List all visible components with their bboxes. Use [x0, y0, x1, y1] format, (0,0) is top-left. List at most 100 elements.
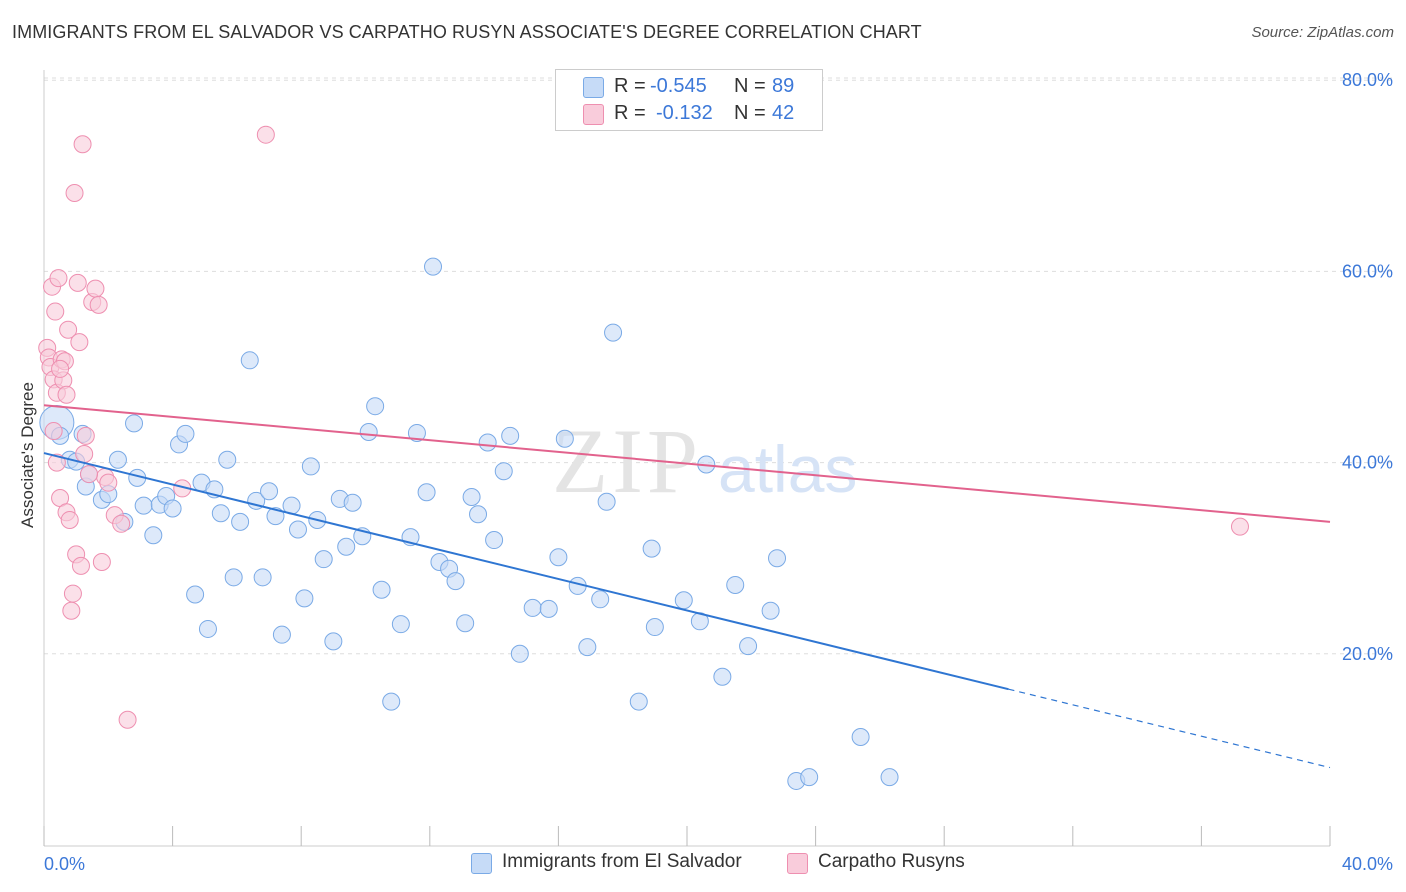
point-el-salvador	[800, 768, 819, 787]
data-points	[38, 125, 1249, 790]
point-carpatho-rusyns	[62, 601, 81, 620]
point-el-salvador	[446, 572, 465, 591]
point-el-salvador	[645, 618, 664, 637]
x-tick-label: 0.0%	[44, 854, 85, 874]
point-el-salvador	[324, 632, 343, 651]
point-el-salvador	[125, 414, 144, 433]
point-carpatho-rusyns	[51, 359, 70, 378]
chart-title: IMMIGRANTS FROM EL SALVADOR VS CARPATHO …	[12, 22, 922, 42]
legend-label: Carpatho Rusyns	[818, 851, 965, 872]
point-carpatho-rusyns	[60, 510, 79, 529]
point-carpatho-rusyns	[47, 453, 66, 472]
point-el-salvador	[880, 768, 899, 787]
point-el-salvador	[260, 482, 279, 501]
legend-r-value: -0.545	[650, 75, 707, 97]
point-carpatho-rusyns	[92, 553, 111, 572]
point-carpatho-rusyns	[112, 514, 131, 533]
legend-swatch-pink	[787, 853, 808, 874]
point-el-salvador	[359, 423, 378, 442]
point-el-salvador	[407, 423, 426, 442]
point-el-salvador	[485, 531, 504, 550]
point-el-salvador	[726, 575, 745, 594]
point-el-salvador	[382, 692, 401, 711]
point-carpatho-rusyns	[76, 426, 95, 445]
legend-n-label: N =	[734, 75, 766, 97]
legend-r-label: R =	[614, 102, 646, 124]
point-el-salvador	[186, 585, 205, 604]
trend-line-carpatho-rusyns	[43, 404, 1331, 523]
legend-row-pink: R = -0.132 N = 42	[556, 101, 822, 127]
point-el-salvador	[231, 512, 250, 531]
point-carpatho-rusyns	[73, 135, 92, 154]
point-el-salvador	[597, 492, 616, 511]
trend-lines	[43, 404, 1331, 769]
point-carpatho-rusyns	[65, 184, 84, 203]
x-tick-label: 40.0%	[1342, 854, 1393, 874]
point-el-salvador	[144, 526, 163, 545]
point-carpatho-rusyns	[63, 584, 82, 603]
stats-legend: R = -0.545 N = 89 R = -0.132 N = 42	[555, 69, 823, 131]
point-el-salvador	[604, 323, 623, 342]
y-axis-label: Associate's Degree	[18, 382, 37, 528]
point-el-salvador	[314, 550, 333, 569]
point-el-salvador	[674, 591, 693, 610]
legend-n-label: N =	[734, 102, 766, 124]
point-el-salvador	[739, 637, 758, 656]
point-el-salvador	[462, 488, 481, 507]
legend-swatch-pink	[583, 104, 604, 125]
watermark: ZIP atlas	[552, 410, 857, 512]
point-el-salvador	[224, 568, 243, 587]
legend-label: Immigrants from El Salvador	[502, 851, 742, 872]
point-el-salvador	[456, 614, 475, 633]
point-el-salvador	[211, 504, 230, 523]
point-carpatho-rusyns	[59, 320, 78, 339]
y-tick-label: 40.0%	[1342, 453, 1393, 473]
chart-source: Source: ZipAtlas.com	[1251, 24, 1394, 41]
axes	[43, 70, 1331, 847]
legend-r-value: -0.132	[656, 102, 713, 124]
point-el-salvador	[240, 351, 259, 370]
point-el-salvador	[578, 638, 597, 657]
point-el-salvador	[372, 580, 391, 599]
point-el-salvador	[218, 450, 237, 469]
point-el-salvador	[510, 644, 529, 663]
point-carpatho-rusyns	[49, 269, 68, 288]
point-el-salvador	[108, 450, 127, 469]
point-el-salvador	[761, 601, 780, 620]
tick-labels: 20.0% 40.0% 60.0% 80.0% 0.0% 40.0%	[44, 70, 1393, 874]
point-el-salvador	[391, 615, 410, 634]
point-el-salvador	[176, 424, 195, 443]
point-el-salvador	[424, 257, 443, 276]
point-carpatho-rusyns	[75, 444, 94, 463]
point-carpatho-rusyns	[256, 125, 275, 144]
point-el-salvador	[851, 727, 870, 746]
point-el-salvador	[555, 429, 574, 448]
point-carpatho-rusyns	[118, 710, 137, 729]
point-el-salvador	[253, 568, 272, 587]
legend-row-blue: R = -0.545 N = 89	[556, 74, 822, 100]
point-carpatho-rusyns	[44, 422, 63, 441]
point-el-salvador	[337, 537, 356, 556]
point-el-salvador	[272, 625, 291, 644]
point-el-salvador	[163, 499, 182, 518]
point-el-salvador	[523, 598, 542, 617]
point-el-salvador	[549, 548, 568, 567]
point-el-salvador	[301, 457, 320, 476]
point-carpatho-rusyns	[68, 273, 87, 292]
point-carpatho-rusyns	[86, 279, 105, 298]
point-carpatho-rusyns	[99, 473, 118, 492]
legend-swatch-blue	[471, 853, 492, 874]
watermark-zip: ZIP	[552, 410, 702, 512]
y-tick-label: 60.0%	[1342, 261, 1393, 281]
point-el-salvador	[343, 493, 362, 512]
point-el-salvador	[266, 507, 285, 526]
point-el-salvador	[288, 520, 307, 539]
point-el-salvador	[768, 549, 787, 568]
legend-r-label: R =	[614, 75, 646, 97]
y-tick-label: 20.0%	[1342, 644, 1393, 664]
legend-n-value: 42	[772, 102, 795, 124]
point-el-salvador	[713, 667, 732, 686]
point-carpatho-rusyns	[70, 333, 89, 352]
trend-line-el-salvador	[43, 452, 1009, 691]
